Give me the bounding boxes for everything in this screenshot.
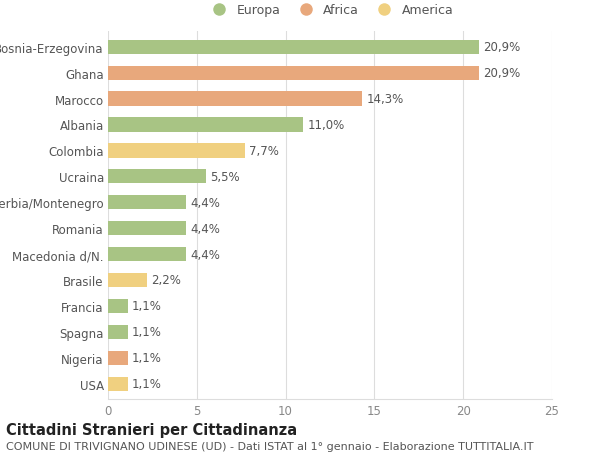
Text: 11,0%: 11,0% xyxy=(308,119,345,132)
Bar xyxy=(108,325,128,339)
Bar xyxy=(108,196,186,210)
Text: Cittadini Stranieri per Cittadinanza: Cittadini Stranieri per Cittadinanza xyxy=(6,422,297,437)
Text: 1,1%: 1,1% xyxy=(132,325,162,339)
Bar xyxy=(108,92,362,106)
Legend: Europa, Africa, America: Europa, Africa, America xyxy=(202,0,458,22)
Text: 20,9%: 20,9% xyxy=(484,67,521,80)
Bar xyxy=(108,144,245,158)
Text: 4,4%: 4,4% xyxy=(191,222,220,235)
Bar xyxy=(108,118,304,132)
Text: 5,5%: 5,5% xyxy=(210,170,240,184)
Text: 14,3%: 14,3% xyxy=(367,93,404,106)
Bar xyxy=(108,299,128,313)
Bar xyxy=(108,40,479,55)
Bar xyxy=(108,377,128,391)
Text: 20,9%: 20,9% xyxy=(484,41,521,54)
Text: 4,4%: 4,4% xyxy=(191,248,220,261)
Bar xyxy=(108,351,128,365)
Text: 1,1%: 1,1% xyxy=(132,352,162,364)
Bar xyxy=(108,67,479,81)
Text: 1,1%: 1,1% xyxy=(132,300,162,313)
Text: 7,7%: 7,7% xyxy=(249,145,279,157)
Text: 4,4%: 4,4% xyxy=(191,196,220,209)
Bar xyxy=(108,273,147,287)
Bar xyxy=(108,247,186,262)
Bar xyxy=(108,170,206,184)
Text: 1,1%: 1,1% xyxy=(132,377,162,390)
Text: 2,2%: 2,2% xyxy=(152,274,181,287)
Text: COMUNE DI TRIVIGNANO UDINESE (UD) - Dati ISTAT al 1° gennaio - Elaborazione TUTT: COMUNE DI TRIVIGNANO UDINESE (UD) - Dati… xyxy=(6,441,533,451)
Bar xyxy=(108,222,186,236)
